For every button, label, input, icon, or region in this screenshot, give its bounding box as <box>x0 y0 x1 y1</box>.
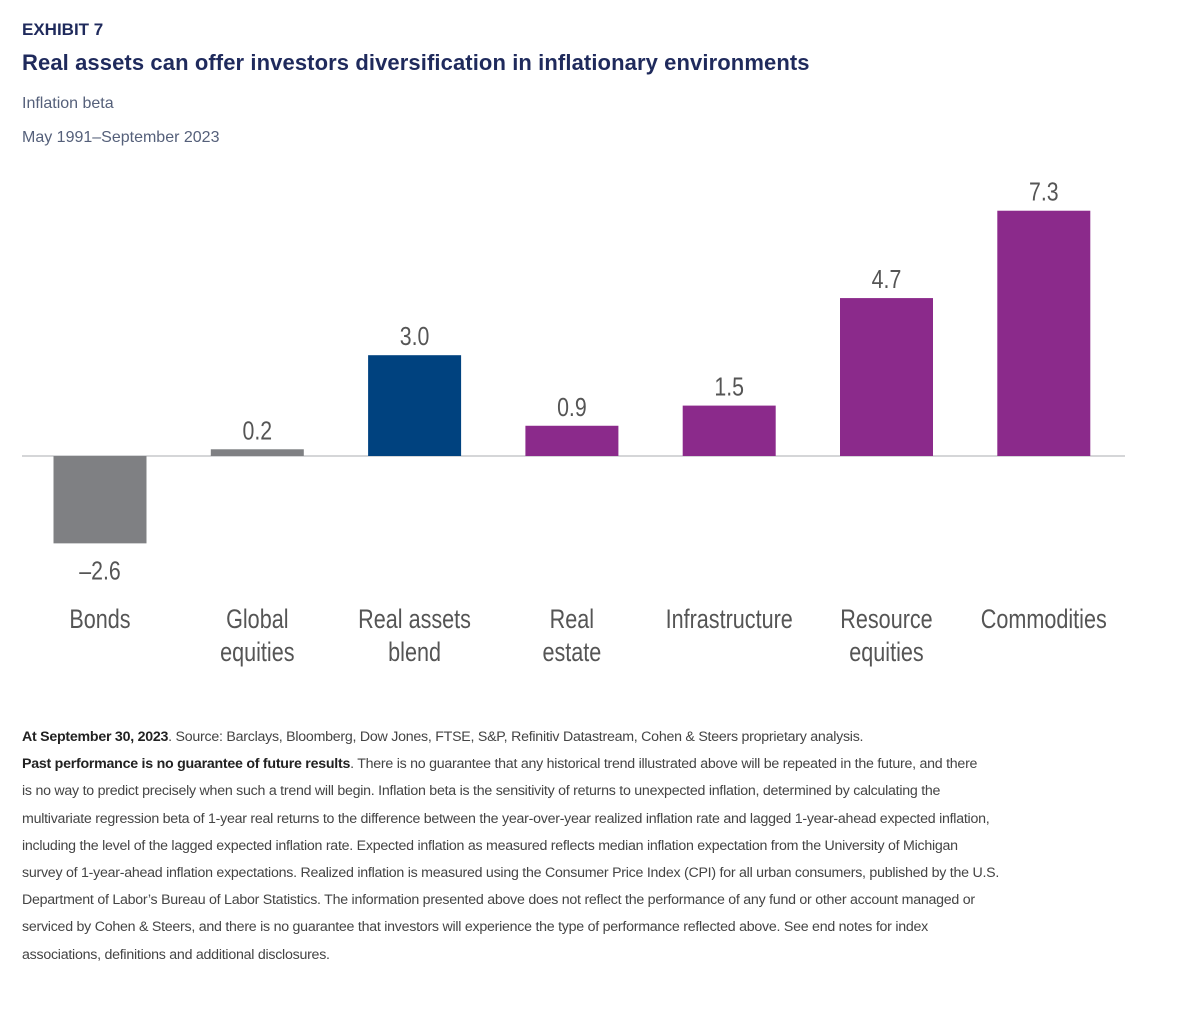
category-label: equities <box>849 638 923 668</box>
footnote-line: survey of 1-year-ahead inflation expecta… <box>22 865 1000 882</box>
category-label: Real <box>550 605 594 635</box>
data-label: –2.6 <box>79 556 120 586</box>
exhibit-label: EXHIBIT 7 <box>22 20 104 39</box>
footnote-disclaimer-text: . There is no guarantee that any histori… <box>350 756 978 773</box>
footnote-past-performance: Past performance is no guarantee of futu… <box>22 756 351 773</box>
data-label: 3.0 <box>400 322 430 352</box>
footnote-source: At September 30, 2023. Source: Barclays,… <box>22 724 1182 751</box>
footnote-line: including the level of the lagged expect… <box>22 837 958 854</box>
bar-infrastructure <box>682 405 776 456</box>
category-label: blend <box>388 638 441 668</box>
footnote-line: multivariate regression beta of 1-year r… <box>22 810 990 827</box>
bar-real-assets-blend <box>368 355 462 456</box>
bar-bonds <box>53 456 147 544</box>
chart-subtitle: Inflation beta <box>22 95 114 112</box>
footnote-disclaimer: Past performance is no guarantee of futu… <box>22 751 1182 778</box>
data-label: 0.9 <box>557 393 587 423</box>
footnote-line: Department of Labor’s Bureau of Labor St… <box>22 892 975 909</box>
data-label: 4.7 <box>872 265 902 295</box>
data-label: 0.2 <box>242 416 272 446</box>
date-range: May 1991–September 2023 <box>22 129 220 146</box>
category-label: equities <box>220 638 294 668</box>
footnote-source-text: . Source: Barclays, Bloomberg, Dow Jones… <box>168 729 864 745</box>
bar-resource-equities <box>840 298 933 456</box>
data-label: 1.5 <box>714 373 744 403</box>
category-label: Infrastructure <box>666 605 793 635</box>
footnotes: At September 30, 2023. Source: Barclays,… <box>22 724 1182 969</box>
footnote-line: serviced by Cohen & Steers, and there is… <box>22 919 928 936</box>
category-label: Real assets <box>358 605 471 635</box>
category-label: Bonds <box>69 605 130 635</box>
bar-real-estate <box>525 425 619 456</box>
category-label: Resource <box>840 605 932 635</box>
category-label: Global <box>226 605 288 635</box>
category-label: Commodities <box>981 605 1107 635</box>
bar-global-equities <box>210 449 304 456</box>
chart-title: Real assets can offer investors diversif… <box>22 50 810 75</box>
category-label: estate <box>542 638 601 668</box>
bar-commodities <box>997 210 1091 456</box>
footnote-date: At September 30, 2023 <box>22 729 169 745</box>
footnote-line: associations, definitions and additional… <box>22 946 330 963</box>
data-label: 7.3 <box>1029 178 1059 208</box>
footnote-line: is no way to predict precisely when such… <box>22 783 941 800</box>
